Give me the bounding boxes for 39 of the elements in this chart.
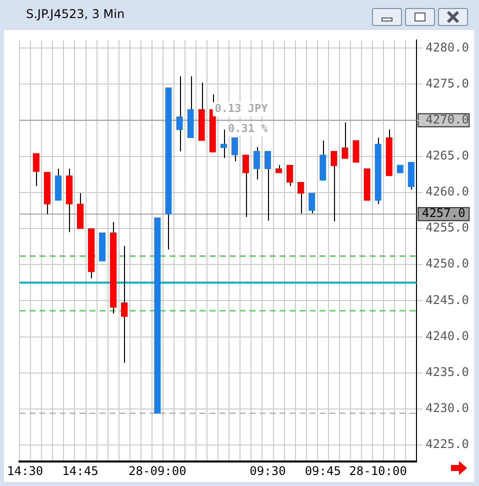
y-tick-label: 4265.0 — [426, 148, 470, 162]
x-tick-label: 09:45 — [304, 464, 341, 478]
x-tick-label: 28-09:00 — [128, 464, 186, 478]
annotation: 0.13 JPY — [214, 102, 268, 116]
candlestick — [253, 146, 260, 180]
candlestick — [231, 137, 238, 162]
candlestick — [352, 140, 360, 162]
y-tick-label: 4260.0 — [426, 184, 470, 199]
candlestick — [320, 140, 326, 181]
candlestick — [176, 76, 183, 152]
candlestick — [32, 152, 40, 186]
y-tick-label: 4240.0 — [426, 328, 470, 343]
candlestick — [286, 164, 294, 186]
x-tick-label: 14:30 — [7, 464, 44, 478]
candlestick — [330, 150, 338, 222]
y-tick-label: 4245.0 — [426, 292, 470, 307]
candlestick — [298, 182, 304, 214]
x-tick-label: 14:45 — [62, 464, 98, 478]
candlestick — [342, 122, 348, 160]
x-tick-label: 28-10:00 — [349, 464, 407, 478]
ref-line-label: 4257.0 — [422, 206, 466, 220]
y-tick-label: 4275.0 — [426, 76, 470, 90]
annotation: 0.31 % — [228, 122, 268, 136]
candlestick — [242, 154, 250, 218]
y-tick-label: 4225.0 — [426, 437, 470, 452]
y-tick-label: 4280.0 — [426, 40, 470, 54]
y-tick-label: 4235.0 — [426, 364, 470, 379]
candlestick — [408, 162, 414, 190]
y-tick-label: 4270.0 — [426, 112, 470, 126]
candlestick — [121, 245, 128, 364]
candlestick — [308, 192, 316, 214]
chart-title: S.JP.J4523, 3 Min — [26, 7, 125, 21]
candlestick — [54, 168, 62, 201]
y-tick-label: 4250.0 — [426, 256, 470, 271]
x-tick-label: 09:30 — [250, 464, 286, 478]
y-tick-label: 4230.0 — [426, 401, 470, 416]
candlestick — [264, 150, 272, 222]
candlestick — [76, 192, 84, 230]
y-tick-label: 4255.0 — [426, 220, 470, 235]
